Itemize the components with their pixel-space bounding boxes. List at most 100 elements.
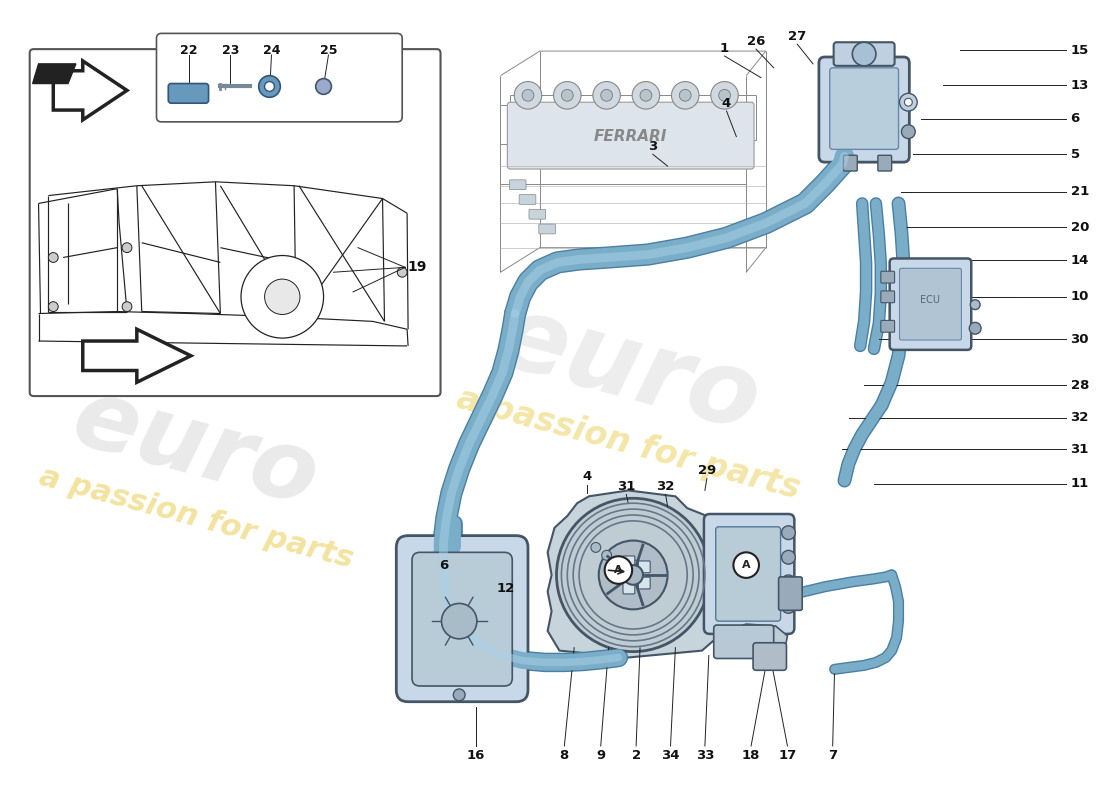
FancyBboxPatch shape: [623, 582, 635, 594]
Circle shape: [441, 603, 477, 639]
Text: a passion for parts: a passion for parts: [453, 382, 804, 506]
Circle shape: [602, 550, 612, 560]
Circle shape: [591, 542, 601, 552]
Circle shape: [969, 322, 981, 334]
Circle shape: [640, 90, 652, 102]
Circle shape: [970, 300, 980, 310]
Text: 14: 14: [1070, 254, 1089, 267]
FancyBboxPatch shape: [881, 271, 894, 283]
Text: 4: 4: [582, 470, 592, 483]
Polygon shape: [82, 330, 191, 382]
FancyBboxPatch shape: [30, 49, 440, 396]
FancyBboxPatch shape: [519, 194, 536, 205]
FancyBboxPatch shape: [529, 210, 546, 219]
Text: 11: 11: [1070, 477, 1089, 490]
Circle shape: [631, 560, 641, 570]
Circle shape: [48, 302, 58, 311]
Circle shape: [557, 498, 710, 652]
Circle shape: [902, 125, 915, 138]
Text: 24: 24: [263, 44, 280, 57]
Circle shape: [593, 82, 620, 109]
Text: 7: 7: [828, 750, 837, 762]
Circle shape: [265, 82, 274, 91]
Circle shape: [453, 689, 465, 701]
Text: 34: 34: [661, 750, 680, 762]
Circle shape: [48, 253, 58, 262]
Text: 16: 16: [466, 750, 485, 762]
Text: ECU: ECU: [920, 294, 940, 305]
FancyBboxPatch shape: [638, 561, 650, 573]
Text: 32: 32: [1070, 411, 1089, 424]
FancyBboxPatch shape: [890, 258, 971, 350]
Circle shape: [711, 82, 738, 109]
Circle shape: [316, 78, 331, 94]
FancyBboxPatch shape: [623, 556, 635, 568]
Polygon shape: [726, 624, 788, 648]
Text: 13: 13: [1070, 79, 1089, 92]
Circle shape: [718, 90, 730, 102]
Circle shape: [624, 565, 644, 585]
Circle shape: [734, 552, 759, 578]
Circle shape: [601, 90, 613, 102]
Polygon shape: [33, 64, 76, 83]
FancyBboxPatch shape: [818, 57, 910, 162]
Text: 2: 2: [631, 750, 640, 762]
FancyBboxPatch shape: [844, 155, 857, 171]
Text: 15: 15: [1070, 44, 1089, 57]
Text: euro: euro: [486, 287, 771, 454]
Circle shape: [782, 575, 795, 589]
Polygon shape: [53, 61, 126, 120]
Circle shape: [900, 94, 917, 111]
Circle shape: [397, 267, 407, 277]
Text: 31: 31: [1070, 442, 1089, 456]
Text: 31: 31: [617, 480, 636, 493]
Text: 9: 9: [596, 750, 605, 762]
Circle shape: [616, 556, 625, 566]
Text: 32: 32: [657, 480, 674, 493]
Text: 33: 33: [695, 750, 714, 762]
Text: 26: 26: [747, 34, 766, 48]
FancyBboxPatch shape: [156, 34, 403, 122]
Text: 28: 28: [1070, 378, 1089, 392]
Text: FERRARI: FERRARI: [594, 129, 667, 144]
Text: 12: 12: [496, 582, 515, 595]
FancyBboxPatch shape: [829, 68, 899, 150]
Text: 10: 10: [1070, 290, 1089, 303]
Wedge shape: [258, 76, 280, 98]
Text: 30: 30: [1070, 333, 1089, 346]
Circle shape: [904, 98, 912, 106]
Text: 8: 8: [560, 750, 569, 762]
Text: 1: 1: [720, 42, 729, 54]
Text: 6: 6: [1070, 113, 1080, 126]
FancyBboxPatch shape: [878, 155, 892, 171]
FancyBboxPatch shape: [881, 291, 894, 302]
Circle shape: [852, 42, 876, 66]
Circle shape: [605, 556, 632, 584]
Circle shape: [241, 255, 323, 338]
Text: 3: 3: [648, 140, 658, 153]
Text: 23: 23: [221, 44, 239, 57]
Circle shape: [122, 302, 132, 311]
FancyBboxPatch shape: [396, 536, 528, 702]
Circle shape: [782, 599, 795, 614]
Circle shape: [265, 279, 300, 314]
FancyBboxPatch shape: [168, 83, 209, 103]
FancyBboxPatch shape: [412, 552, 513, 686]
FancyBboxPatch shape: [509, 180, 526, 190]
FancyBboxPatch shape: [754, 642, 786, 670]
Text: 18: 18: [741, 750, 760, 762]
Text: A: A: [614, 565, 623, 575]
Circle shape: [680, 90, 691, 102]
Polygon shape: [548, 490, 722, 658]
FancyBboxPatch shape: [834, 42, 894, 66]
FancyBboxPatch shape: [900, 268, 961, 340]
Text: a passion for parts: a passion for parts: [35, 462, 356, 574]
Circle shape: [782, 550, 795, 564]
Text: 20: 20: [1070, 221, 1089, 234]
Text: 27: 27: [789, 30, 806, 43]
Text: 19: 19: [407, 260, 427, 274]
Text: 17: 17: [779, 750, 796, 762]
FancyBboxPatch shape: [779, 577, 802, 610]
FancyBboxPatch shape: [507, 102, 754, 169]
Text: A: A: [741, 560, 750, 570]
